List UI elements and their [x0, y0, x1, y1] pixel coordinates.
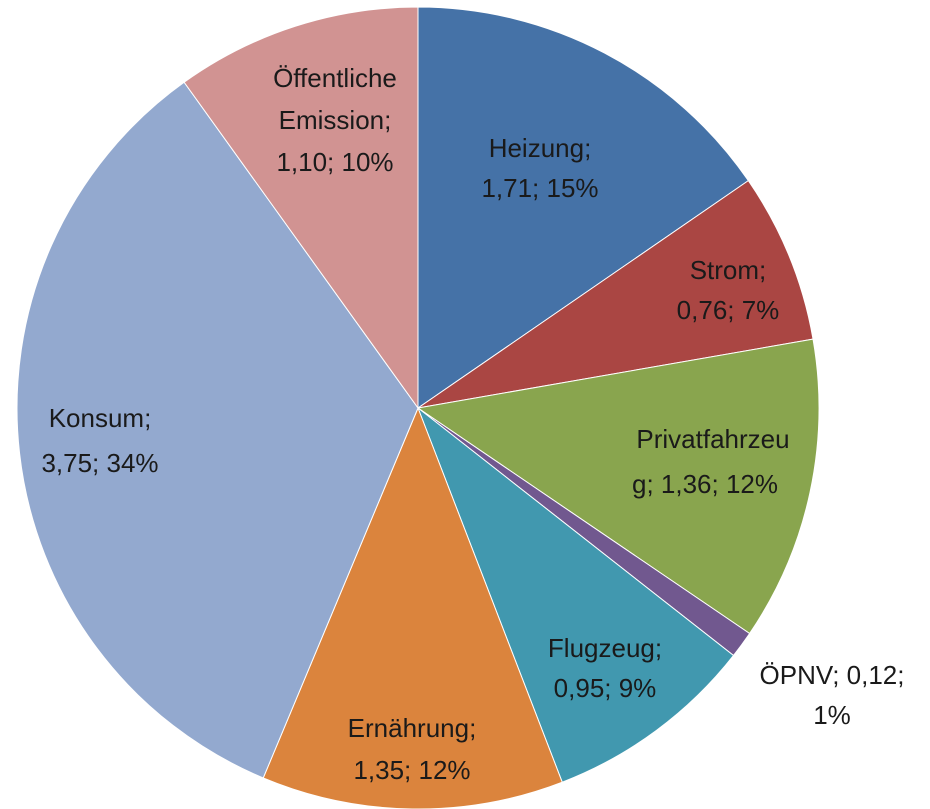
data-label: 1%	[813, 700, 851, 730]
data-label: Öffentliche	[273, 63, 397, 93]
data-label: Konsum;	[49, 403, 152, 433]
data-label: g; 1,36; 12%	[632, 469, 778, 499]
data-label: ÖPNV; 0,12;	[760, 660, 905, 690]
data-label: Flugzeug;	[548, 633, 662, 663]
data-label: Strom;	[690, 255, 767, 285]
pie-slice	[16, 81, 419, 779]
pie-slice	[417, 6, 750, 409]
data-label: Emission;	[279, 105, 392, 135]
pie-slice	[417, 179, 814, 409]
data-label: 1,71; 15%	[481, 173, 598, 203]
data-label: 3,75; 34%	[41, 448, 158, 478]
pie-slice	[416, 338, 820, 635]
data-label: 0,76; 7%	[677, 295, 780, 325]
data-label: Privatfahrzeu	[636, 424, 789, 454]
data-label: Heizung;	[489, 133, 592, 163]
pie-slice	[416, 406, 735, 783]
data-label: 1,10; 10%	[276, 147, 393, 177]
data-label: Ernährung;	[348, 713, 477, 743]
data-label: 0,95; 9%	[554, 673, 657, 703]
data-label: 1,35; 12%	[353, 755, 470, 785]
pie-slice	[183, 6, 419, 410]
